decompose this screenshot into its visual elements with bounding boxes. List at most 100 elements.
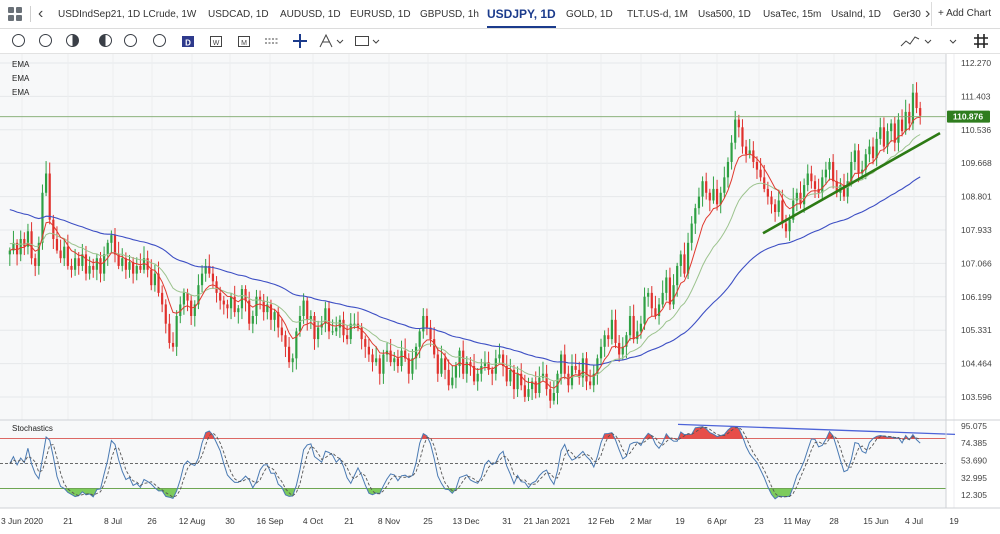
candle-body [63, 246, 66, 259]
ema-legend-2[interactable]: EMA [12, 74, 30, 83]
chart-area[interactable]: 110.876 112.270 111.403 110.536 109.668 108.… [0, 54, 1000, 529]
candle-body [803, 185, 806, 205]
half-circle-tool-icon[interactable] [99, 34, 112, 47]
candle-body [150, 269, 153, 286]
y-tick-label: 103.596 [961, 392, 992, 402]
candle-body [672, 285, 675, 305]
stoch-tick-label: 32.995 [961, 473, 987, 483]
grid-icon[interactable] [973, 33, 989, 49]
candle-body [527, 389, 530, 397]
price-chart[interactable]: 110.876 112.270 111.403 110.536 109.668 108.… [0, 54, 1000, 529]
calendar-w-icon[interactable]: W [208, 33, 224, 49]
cross-tool-icon[interactable] [292, 33, 308, 49]
candle-body [501, 354, 505, 367]
candle-body [723, 177, 726, 193]
candle-body [436, 354, 439, 374]
candle-body [338, 319, 341, 328]
candle-body [589, 381, 592, 386]
add-chart-button[interactable]: + Add Chart [931, 2, 1000, 26]
svg-text:M: M [241, 40, 247, 47]
candle-body [516, 373, 519, 390]
tab-usaind[interactable]: UsaInd, 1D [831, 9, 882, 20]
candle-body [636, 331, 639, 340]
scroll-right-icon[interactable]: › [925, 5, 931, 22]
candle-body [447, 369, 450, 386]
candle-body [890, 123, 893, 132]
candle-body [784, 223, 788, 232]
contrast-tool-icon[interactable] [66, 34, 79, 47]
tab-eurusd[interactable]: EURUSD, 1D [350, 9, 411, 20]
candle-body [186, 292, 189, 301]
x-tick-label: 23 [754, 516, 764, 526]
tab-usdcad[interactable]: USDCAD, 1D [208, 9, 269, 20]
tab-tlt[interactable]: TLT.US-d, 1M [627, 9, 688, 20]
globe-tool-icon[interactable] [124, 34, 137, 47]
candle-body [273, 312, 276, 320]
candle-body [425, 315, 429, 328]
stoch-legend[interactable]: Stochastics [12, 424, 53, 433]
chevron-down-icon[interactable] [924, 33, 932, 49]
candle-body [509, 369, 512, 382]
candle-body [84, 254, 88, 274]
clock-tool-icon[interactable] [39, 34, 52, 47]
candle-body [55, 238, 59, 251]
x-tick-label: 16 Sep [257, 516, 284, 526]
ema-legend-3[interactable]: EMA [12, 88, 30, 97]
candle-body [781, 200, 784, 224]
candle-body [404, 350, 407, 359]
chevron-down-icon[interactable] [949, 33, 957, 49]
tab-audusd[interactable]: AUDUSD, 1D [280, 9, 341, 20]
chevron-down-icon[interactable] [336, 33, 344, 49]
candle-body [864, 154, 867, 170]
y-tick-label: 107.066 [961, 258, 992, 268]
ema-slow-line [9, 176, 921, 366]
candle-body [393, 358, 396, 363]
candle-body [701, 181, 704, 197]
tab-ger30[interactable]: Ger30 [893, 9, 921, 20]
divergence-line[interactable] [677, 423, 956, 436]
candle-body [367, 346, 370, 355]
tab-usa500[interactable]: Usa500, 1D [698, 9, 751, 20]
candle-body [204, 265, 207, 274]
ema-mid-line [9, 134, 921, 382]
pen-tool-icon[interactable] [318, 33, 334, 49]
scroll-left-icon[interactable]: ‹ [38, 5, 44, 22]
tab-usdindsep21[interactable]: USDIndSep21, 1D [58, 9, 141, 20]
candle-body [647, 292, 650, 297]
dashes-tool-icon[interactable] [264, 33, 280, 49]
candle-body [908, 111, 911, 124]
y-tick-label: 107.933 [961, 225, 992, 235]
candle-body [654, 308, 657, 316]
candle-body [763, 177, 766, 189]
candle-body [592, 373, 595, 386]
stoch-d-line [9, 426, 921, 498]
candle-body [113, 235, 117, 255]
candle-body [737, 119, 740, 128]
candle-body [708, 192, 711, 201]
candle-body [378, 358, 381, 374]
tab-gbpusd[interactable]: GBPUSD, 1h [420, 9, 479, 20]
tab-lcrude[interactable]: LCrude, 1W [143, 9, 197, 20]
candle-body [915, 92, 918, 109]
divider [30, 6, 31, 22]
support-trendline[interactable] [762, 131, 941, 235]
candle-body [625, 335, 628, 347]
candle-body [48, 173, 51, 220]
candle-body [146, 258, 149, 270]
tab-usatec[interactable]: UsaTec, 15m [763, 9, 822, 20]
candle-body [875, 138, 878, 159]
layout-grid-icon[interactable] [8, 7, 22, 21]
ema-legend-1[interactable]: EMA [12, 60, 30, 69]
candle-body [607, 335, 610, 340]
percent-tool-icon[interactable] [153, 34, 166, 47]
calendar-m-icon[interactable]: M [236, 33, 252, 49]
crosshair-tool-icon[interactable] [12, 34, 25, 47]
candle-body [581, 358, 584, 378]
candle-body [313, 315, 316, 340]
tab-usdjpy[interactable]: USDJPY, 1D [487, 0, 556, 28]
chevron-down-icon[interactable] [372, 33, 380, 49]
tab-gold[interactable]: GOLD, 1D [566, 9, 613, 20]
chart-type-icon[interactable] [900, 33, 920, 49]
rectangle-tool-icon[interactable] [354, 33, 370, 49]
calendar-d-icon[interactable]: D [180, 33, 196, 49]
